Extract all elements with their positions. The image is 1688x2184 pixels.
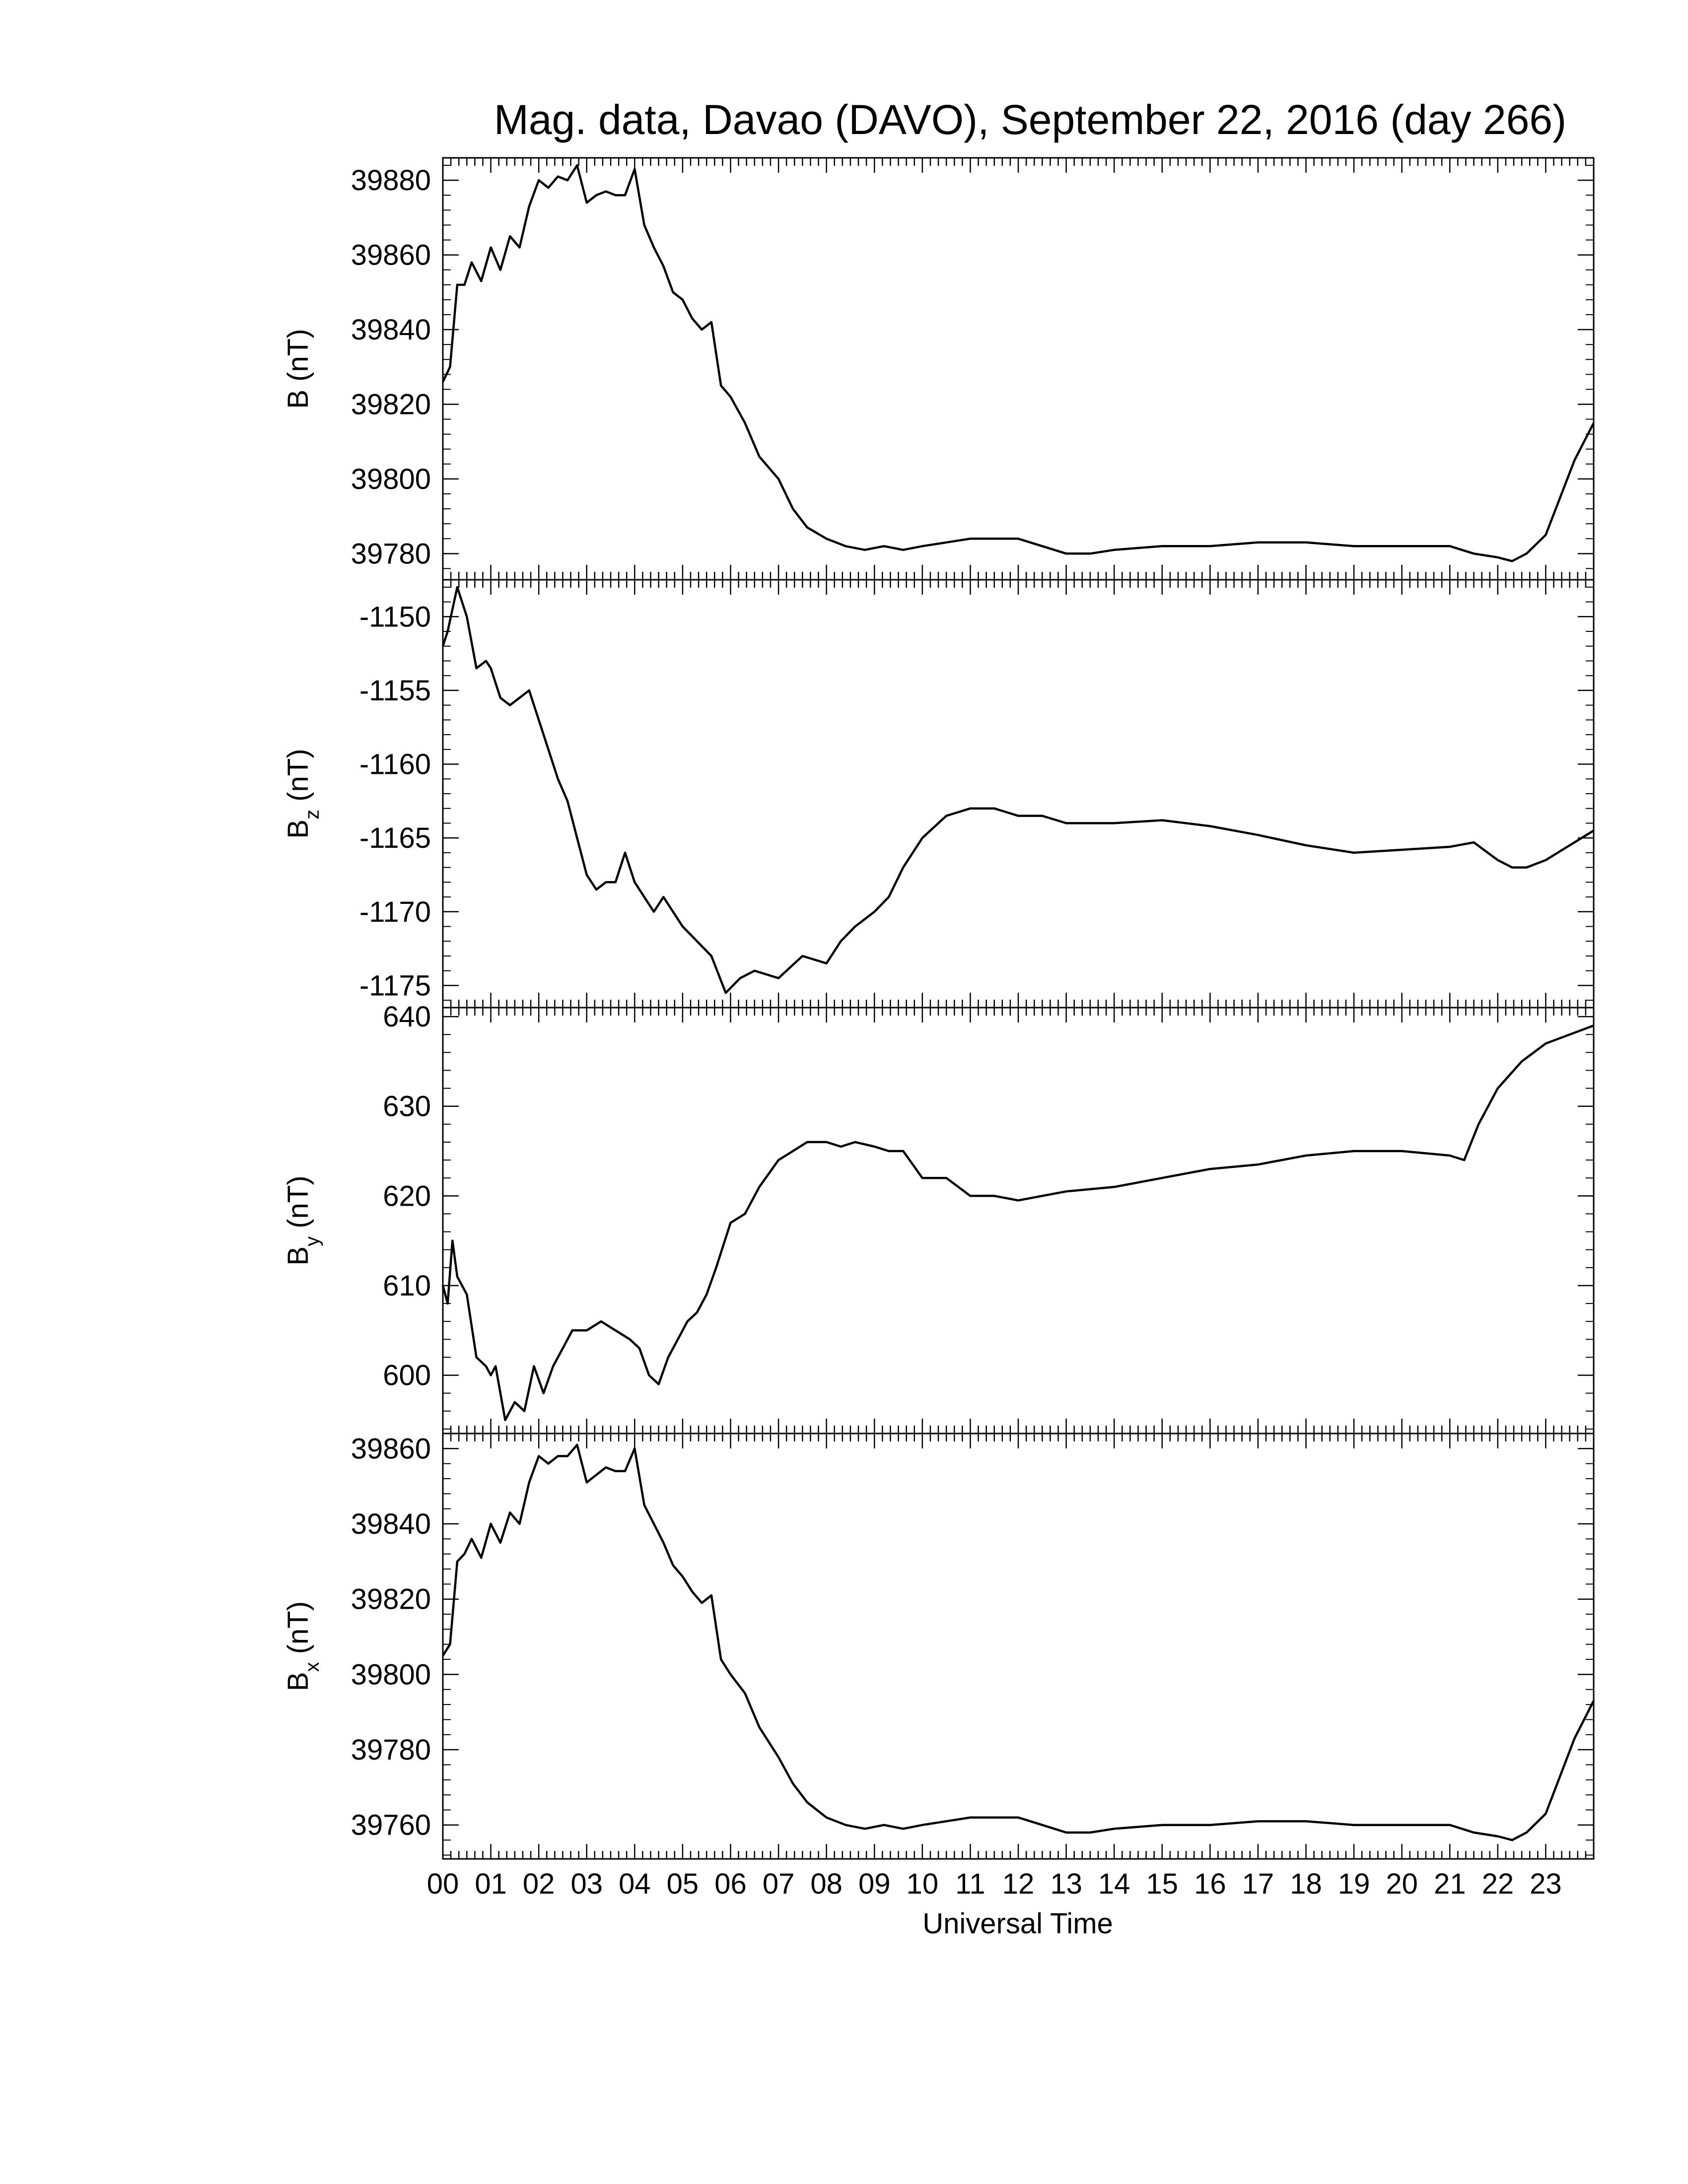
y-tick-label: 39820 bbox=[351, 1583, 431, 1616]
y-tick-label: 39840 bbox=[351, 314, 431, 346]
x-tick-label: 03 bbox=[570, 1868, 603, 1900]
y-tick-label: 640 bbox=[383, 1001, 431, 1033]
y-tick-label: 39880 bbox=[351, 164, 431, 197]
x-tick-label: 02 bbox=[523, 1868, 555, 1900]
panel-frame bbox=[442, 1007, 1595, 1434]
x-tick-label: 21 bbox=[1434, 1868, 1466, 1900]
y-tick-label: -1155 bbox=[359, 675, 431, 707]
x-tick-label: 14 bbox=[1098, 1868, 1130, 1900]
y-axis-label-unit: (nT) bbox=[282, 329, 314, 389]
y-axis-label: By (nT) bbox=[282, 1175, 323, 1265]
y-axis-label: B (nT) bbox=[282, 329, 314, 409]
x-tick-label: 04 bbox=[619, 1868, 651, 1900]
y-axis-label-subscript: z bbox=[301, 810, 323, 819]
y-tick-label: 39760 bbox=[351, 1809, 431, 1842]
x-tick-label: 10 bbox=[907, 1868, 939, 1900]
x-axis: 00 01 02 03 04 05 06 07 08 09 10 11 12 13 14 15 16 17 18 19… bbox=[427, 1868, 1562, 1900]
y-tick-label: 39780 bbox=[351, 538, 431, 570]
x-tick-label: 15 bbox=[1146, 1868, 1178, 1900]
x-axis-label: Universal Time bbox=[922, 1908, 1113, 1940]
series-line-B bbox=[441, 164, 1595, 562]
y-axis-label-main: B bbox=[282, 1672, 314, 1691]
y-tick-label: -1160 bbox=[359, 749, 431, 781]
y-tick-label: 39780 bbox=[351, 1734, 431, 1766]
panel-By: 600 610 620 630 640 By (nT) bbox=[282, 1001, 1595, 1434]
x-tick-label: 12 bbox=[1002, 1868, 1035, 1900]
panel-Bx: 39760 39780 39800 39820 39840 39860 Bx (nT) bbox=[282, 1433, 1595, 1860]
x-tick-label: 20 bbox=[1386, 1868, 1418, 1900]
y-tick-label: -1165 bbox=[359, 822, 431, 854]
x-tick-label: 17 bbox=[1242, 1868, 1274, 1900]
y-tick-label: 620 bbox=[383, 1180, 431, 1212]
x-tick-label: 06 bbox=[714, 1868, 747, 1900]
series-line-Bz bbox=[441, 586, 1595, 994]
y-tick-label: 610 bbox=[383, 1270, 431, 1302]
x-tick-label: 05 bbox=[667, 1868, 699, 1900]
y-axis-label-subscript: y bbox=[301, 1236, 323, 1246]
y-axis-label-main: B bbox=[282, 390, 314, 409]
x-tick-label: 18 bbox=[1290, 1868, 1322, 1900]
panel-frame bbox=[442, 579, 1595, 1009]
y-tick-label: 39800 bbox=[351, 463, 431, 495]
x-tick-label: 09 bbox=[858, 1868, 891, 1900]
series-line-Bx bbox=[442, 1443, 1595, 1842]
panel-frame bbox=[442, 1433, 1595, 1860]
x-tick-label: 19 bbox=[1338, 1868, 1370, 1900]
x-tick-label: 00 bbox=[427, 1868, 459, 1900]
x-tick-label: 13 bbox=[1050, 1868, 1082, 1900]
y-tick-label: 39800 bbox=[351, 1658, 431, 1691]
panel-frame bbox=[442, 157, 1595, 581]
panel-B: 39780 39800 39820 39840 39860 39880 B (nT) bbox=[282, 157, 1595, 581]
y-tick-label: 39860 bbox=[351, 1433, 431, 1465]
y-tick-label: 39860 bbox=[351, 239, 431, 272]
y-tick-label: 600 bbox=[383, 1360, 431, 1392]
y-axis-label-unit: (nT) bbox=[282, 749, 314, 809]
y-tick-label: -1150 bbox=[359, 601, 431, 633]
y-axis-label-unit: (nT) bbox=[282, 1601, 314, 1662]
y-tick-label: 39820 bbox=[351, 388, 431, 420]
panel-Bz: -1150 -1155 -1160 -1165 -1170 -1175 Bz (nT) bbox=[282, 579, 1595, 1009]
chart-title: Mag. data, Davao (DAVO), September 22, 2… bbox=[494, 96, 1566, 143]
y-axis-label-unit: (nT) bbox=[282, 1175, 314, 1236]
x-tick-label: 16 bbox=[1194, 1868, 1226, 1900]
y-tick-label: -1175 bbox=[359, 969, 431, 1002]
x-tick-label: 22 bbox=[1482, 1868, 1514, 1900]
x-tick-label: 11 bbox=[955, 1868, 985, 1900]
y-axis-label-subscript: x bbox=[301, 1662, 323, 1672]
y-tick-label: 39840 bbox=[351, 1508, 431, 1540]
y-axis-label-main: B bbox=[282, 1246, 314, 1266]
x-tick-label: 08 bbox=[810, 1868, 843, 1900]
series-line-By bbox=[441, 1024, 1594, 1422]
x-tick-label: 07 bbox=[763, 1868, 795, 1900]
y-tick-label: -1170 bbox=[359, 896, 431, 928]
y-axis-label-main: B bbox=[282, 819, 314, 839]
y-axis-label: Bz (nT) bbox=[282, 749, 323, 838]
y-axis-label: Bx (nT) bbox=[282, 1601, 323, 1691]
x-tick-label: 23 bbox=[1530, 1868, 1562, 1900]
x-tick-label: 01 bbox=[475, 1868, 507, 1900]
y-tick-label: 630 bbox=[383, 1091, 431, 1123]
